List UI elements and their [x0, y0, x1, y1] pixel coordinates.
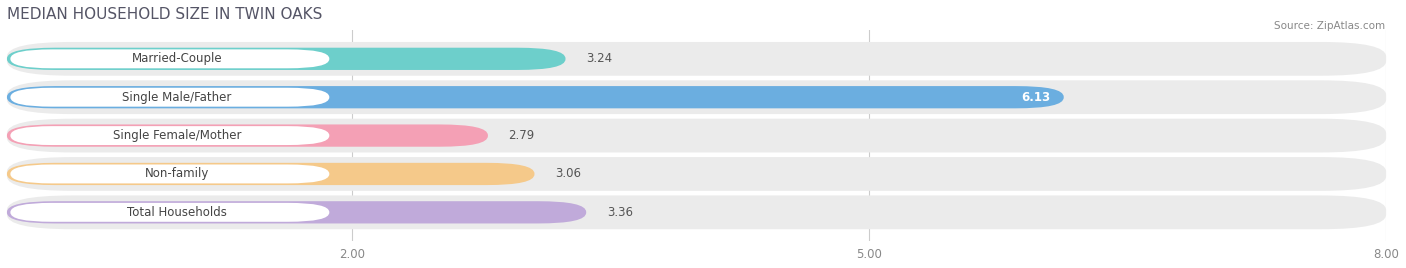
Text: Married-Couple: Married-Couple: [131, 52, 222, 65]
FancyBboxPatch shape: [10, 165, 329, 183]
Text: Single Female/Mother: Single Female/Mother: [112, 129, 240, 142]
FancyBboxPatch shape: [10, 88, 329, 107]
Text: Total Households: Total Households: [127, 206, 226, 219]
Text: Single Male/Father: Single Male/Father: [122, 91, 232, 104]
FancyBboxPatch shape: [10, 203, 329, 222]
Text: 3.06: 3.06: [555, 168, 581, 180]
FancyBboxPatch shape: [7, 42, 1386, 76]
FancyBboxPatch shape: [7, 195, 1386, 229]
FancyBboxPatch shape: [7, 48, 565, 70]
FancyBboxPatch shape: [7, 119, 1386, 152]
FancyBboxPatch shape: [7, 80, 1386, 114]
FancyBboxPatch shape: [7, 86, 1064, 108]
Text: 2.79: 2.79: [509, 129, 534, 142]
Text: 3.36: 3.36: [607, 206, 633, 219]
FancyBboxPatch shape: [10, 126, 329, 145]
Text: 3.24: 3.24: [586, 52, 613, 65]
FancyBboxPatch shape: [7, 124, 488, 147]
FancyBboxPatch shape: [10, 49, 329, 68]
FancyBboxPatch shape: [7, 163, 534, 185]
FancyBboxPatch shape: [7, 157, 1386, 191]
Text: MEDIAN HOUSEHOLD SIZE IN TWIN OAKS: MEDIAN HOUSEHOLD SIZE IN TWIN OAKS: [7, 7, 322, 22]
Text: 6.13: 6.13: [1021, 91, 1050, 104]
FancyBboxPatch shape: [7, 201, 586, 224]
Text: Non-family: Non-family: [145, 168, 209, 180]
Text: Source: ZipAtlas.com: Source: ZipAtlas.com: [1274, 21, 1385, 31]
